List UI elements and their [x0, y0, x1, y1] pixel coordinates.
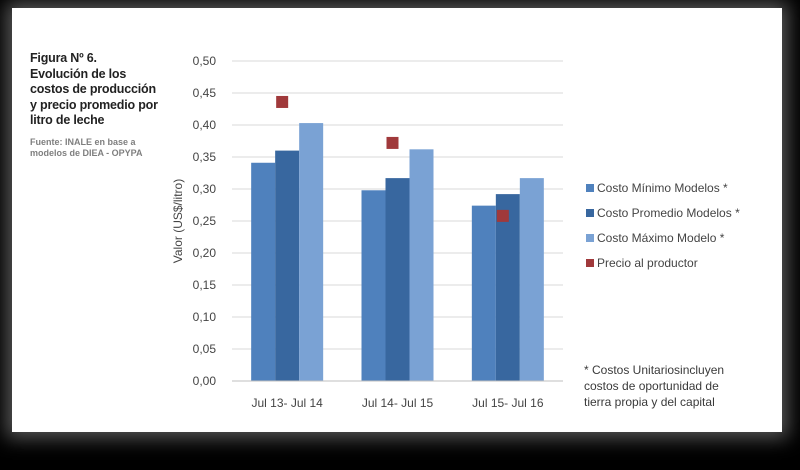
legend-swatch — [586, 234, 594, 242]
y-axis-label: Valor (US$/litro) — [171, 179, 185, 263]
bar — [275, 150, 300, 381]
y-tick-label: 0,00 — [193, 374, 217, 388]
bar — [361, 190, 386, 381]
x-axis-ticks: Jul 13- Jul 14 Jul 14- Jul 15 Jul 15- Jul … — [251, 396, 543, 410]
price-markers — [276, 95, 509, 222]
bar — [471, 205, 496, 381]
x-tick-label: Jul 15- Jul 16 — [472, 396, 544, 410]
bar — [409, 149, 434, 381]
y-tick-label: 0,30 — [193, 182, 217, 196]
price-marker — [276, 95, 289, 108]
footnote: * Costos Unitariosincluyen costos de opo… — [584, 363, 725, 409]
y-tick-label: 0,15 — [193, 278, 217, 292]
figure-source: Fuente: INALE en base a modelos de DIEA … — [30, 136, 143, 159]
bar — [385, 178, 410, 381]
legend-label: Costo Mínimo Modelos * — [597, 181, 728, 195]
y-tick-label: 0,10 — [193, 310, 217, 324]
figure-title: Figura Nº 6. Evolución de los costos de … — [30, 51, 158, 127]
y-axis-ticks: 0,00 0,05 0,10 0,15 0,20 0,25 0,30 0,35 0,40 0,45… — [193, 54, 217, 388]
x-tick-label: Jul 14- Jul 15 — [362, 396, 434, 410]
price-marker — [386, 136, 399, 149]
x-tick-label: Jul 13- Jul 14 — [251, 396, 323, 410]
legend-swatch — [586, 184, 594, 192]
y-tick-label: 0,05 — [193, 342, 217, 356]
bar — [495, 194, 520, 381]
y-tick-label: 0,25 — [193, 214, 217, 228]
y-tick-label: 0,45 — [193, 86, 217, 100]
legend-label: Costo Promedio Modelos * — [597, 206, 740, 220]
y-tick-label: 0,40 — [193, 118, 217, 132]
bar — [251, 162, 276, 381]
bar — [519, 178, 544, 381]
bars — [251, 123, 544, 381]
legend: Costo Mínimo Modelos * Costo Promedio Mod… — [586, 181, 740, 270]
y-tick-label: 0,20 — [193, 246, 217, 260]
legend-swatch — [586, 209, 594, 217]
y-tick-label: 0,50 — [193, 54, 217, 68]
legend-label: Costo Máximo Modelo * — [597, 231, 725, 245]
figure-caption: Figura Nº 6. Evolución de los costos de … — [30, 51, 180, 160]
y-tick-label: 0,35 — [193, 150, 217, 164]
price-marker — [496, 209, 509, 222]
legend-swatch — [586, 259, 594, 267]
bar — [299, 123, 324, 381]
legend-label: Precio al productor — [597, 256, 698, 270]
